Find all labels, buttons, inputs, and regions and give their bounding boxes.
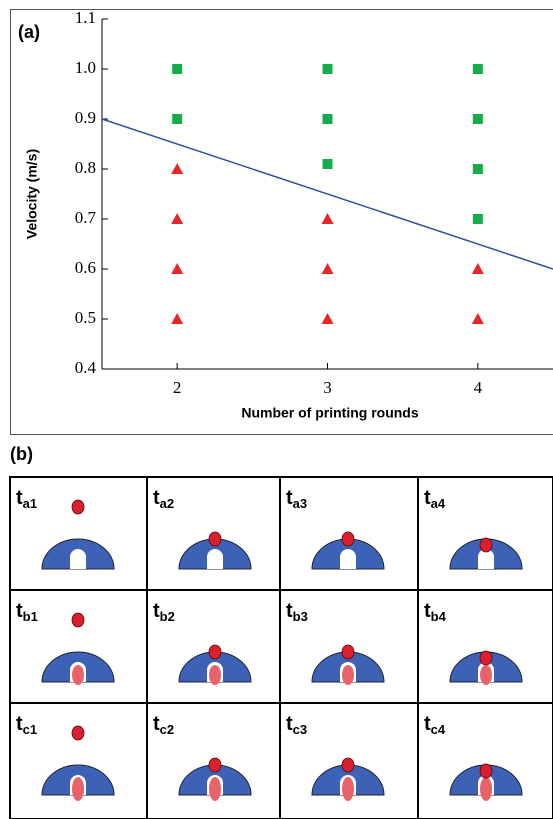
point	[172, 114, 183, 124]
cell-label: tc1	[16, 713, 37, 737]
point	[172, 64, 183, 74]
droplet	[479, 650, 493, 666]
cell-label-t: t	[424, 713, 431, 735]
droplet	[341, 531, 355, 547]
cell-label-t: t	[424, 600, 431, 622]
point	[322, 64, 333, 74]
cell-label-t: t	[424, 487, 431, 509]
cell-label-sub: b2	[160, 609, 175, 624]
cell-label: tb4	[424, 600, 447, 624]
point	[322, 114, 333, 124]
droplet	[208, 757, 222, 773]
x-axis-title: Number of printing rounds	[241, 405, 419, 421]
cell-label-t: t	[16, 713, 23, 735]
cell-label-t: t	[286, 487, 293, 509]
point	[472, 164, 483, 174]
point	[471, 263, 484, 274]
y-tick-label: 0.8	[75, 158, 96, 177]
droplet	[71, 725, 85, 741]
cell-label-sub: b4	[431, 609, 447, 624]
fluid	[72, 665, 84, 685]
cell-label-sub: a2	[160, 496, 174, 511]
cell-label: ta3	[286, 487, 307, 511]
hole	[70, 549, 86, 569]
cell-label-sub: c2	[160, 722, 174, 737]
y-tick-label: 0.9	[75, 108, 96, 127]
panel-a-frame	[10, 9, 553, 435]
cell-label: tc3	[286, 713, 307, 737]
y-tick-label: 0.6	[75, 258, 96, 277]
y-tick-label: 0.7	[75, 208, 97, 227]
point	[322, 159, 333, 169]
cell-label-t: t	[16, 487, 23, 509]
hole	[340, 549, 356, 569]
cell-label: ta4	[424, 487, 446, 511]
panel-label: (b)	[10, 444, 33, 464]
cell-label: ta1	[16, 487, 37, 511]
cell-label: tc2	[153, 713, 174, 737]
cell-label-t: t	[286, 713, 293, 735]
fit-line	[101, 118, 553, 270]
y-tick-label: 0.4	[75, 358, 97, 377]
x-tick-label: 4	[474, 378, 483, 397]
point	[171, 213, 184, 224]
point	[472, 214, 483, 224]
point	[321, 213, 334, 224]
point	[171, 163, 184, 174]
droplet	[479, 763, 493, 779]
cell-label-sub: a1	[23, 496, 37, 511]
cell-label: tc4	[424, 713, 446, 737]
droplet	[341, 644, 355, 660]
cell-label-t: t	[153, 487, 160, 509]
cell-label-t: t	[16, 600, 23, 622]
fluid	[209, 777, 221, 801]
panel-label: (a)	[18, 22, 40, 42]
cell-label-t: t	[153, 713, 160, 735]
x-tick-label: 3	[323, 378, 332, 397]
cell-label-sub: c1	[23, 722, 37, 737]
droplet	[71, 612, 85, 628]
point	[472, 114, 483, 124]
droplet	[208, 531, 222, 547]
cell-label-sub: c3	[293, 722, 307, 737]
hole	[478, 549, 494, 569]
droplet	[479, 537, 493, 553]
fluid	[480, 665, 492, 685]
cell-label-sub: b3	[293, 609, 308, 624]
cell-label: ta2	[153, 487, 174, 511]
fluid	[209, 665, 221, 685]
y-tick-label: 1.0	[75, 58, 96, 77]
y-tick-label: 1.1	[75, 8, 96, 27]
cell-label-sub: c4	[431, 722, 446, 737]
fluid	[72, 777, 84, 801]
point	[321, 263, 334, 274]
point	[171, 313, 184, 324]
cell-label-sub: b1	[23, 609, 38, 624]
cell-label-t: t	[286, 600, 293, 622]
fluid	[480, 777, 492, 801]
x-tick-label: 2	[173, 378, 182, 397]
droplet	[71, 499, 85, 515]
hole	[207, 549, 223, 569]
point	[471, 313, 484, 324]
cell-label: tb2	[153, 600, 175, 624]
y-tick-label: 0.5	[75, 308, 96, 327]
y-axis-title: Velocity (m/s)	[24, 149, 40, 239]
cell-label-t: t	[153, 600, 160, 622]
cell-label-sub: a4	[431, 496, 446, 511]
panel-b-frame	[9, 476, 553, 819]
fluid	[342, 665, 354, 685]
cell-label: tb1	[16, 600, 38, 624]
fluid	[342, 777, 354, 801]
cell-label-sub: a3	[293, 496, 307, 511]
point	[321, 313, 334, 324]
point	[472, 64, 483, 74]
cell-label: tb3	[286, 600, 308, 624]
point	[171, 263, 184, 274]
droplet	[208, 644, 222, 660]
droplet	[341, 757, 355, 773]
